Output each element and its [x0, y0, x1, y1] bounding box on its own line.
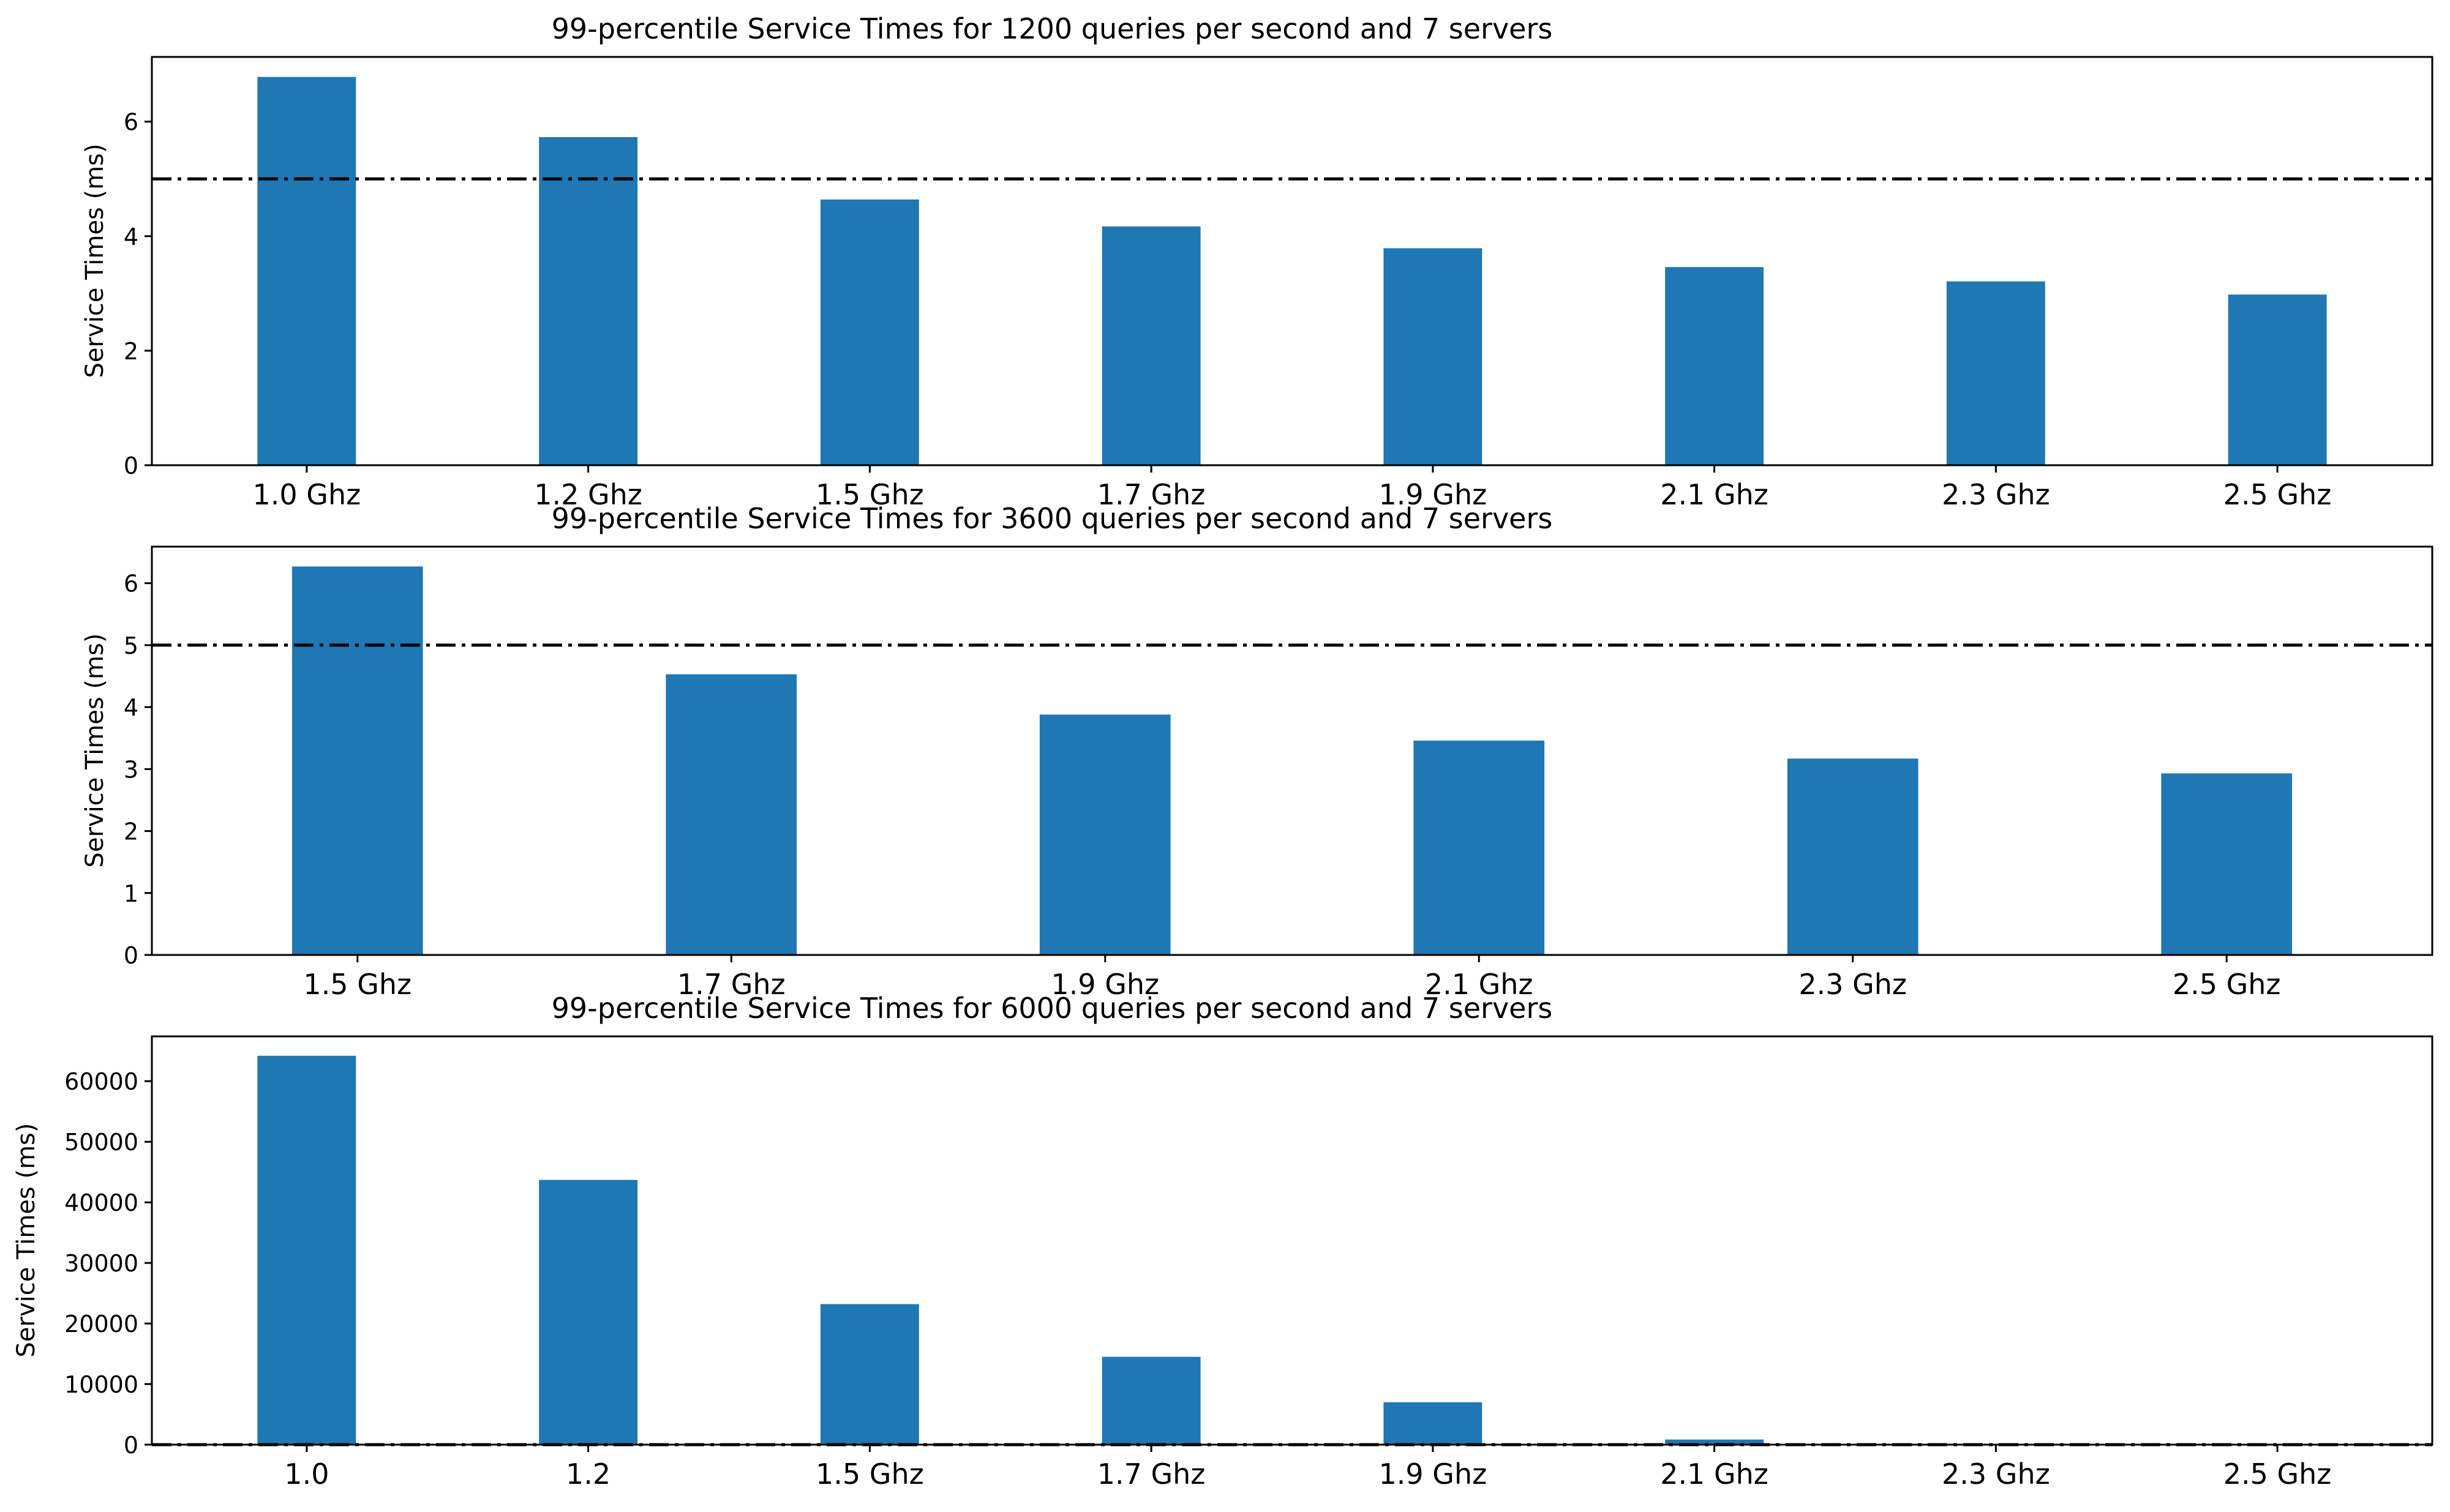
y-tick-label: 0 [124, 1432, 138, 1459]
bar-4 [1413, 741, 1544, 955]
bar-7 [1947, 282, 2045, 465]
y-tick-label: 3 [124, 756, 138, 783]
y-tick-label: 50000 [64, 1129, 138, 1156]
x-tick-label: 2.3 Ghz [1942, 478, 2050, 511]
x-tick-label: 2.3 Ghz [1942, 1458, 2050, 1491]
y-tick-label: 5 [124, 632, 138, 659]
bar-8 [2228, 294, 2327, 465]
subplot-2-ylabel: Service Times (ms) [81, 633, 109, 867]
y-tick-label: 4 [124, 694, 138, 721]
x-tick-label: 1.7 Ghz [1097, 1458, 1206, 1491]
y-tick-label: 10000 [64, 1371, 138, 1398]
y-tick-label: 2 [124, 338, 138, 365]
y-tick-label: 20000 [64, 1311, 138, 1338]
bar-4 [1102, 226, 1201, 465]
subplot-3-title: 99-percentile Service Times for 6000 que… [552, 992, 1553, 1025]
bar-1 [257, 1056, 356, 1445]
bar-1 [292, 566, 423, 955]
subplot-3-ylabel: Service Times (ms) [12, 1123, 40, 1357]
y-tick-label: 60000 [64, 1068, 138, 1095]
x-tick-label: 1.2 [566, 1458, 611, 1491]
y-tick-label: 40000 [64, 1189, 138, 1216]
subplot-2-title: 99-percentile Service Times for 3600 que… [552, 502, 1553, 535]
bar-3 [821, 1304, 919, 1445]
bar-3 [821, 200, 919, 465]
y-tick-label: 0 [124, 942, 138, 969]
bar-3 [1040, 714, 1171, 955]
x-tick-label: 2.5 Ghz [2173, 968, 2281, 1001]
x-tick-label: 1.5 Ghz [303, 968, 411, 1001]
y-tick-label: 2 [124, 818, 138, 845]
bar-5 [1787, 758, 1918, 955]
y-tick-label: 6 [124, 571, 138, 597]
y-tick-label: 4 [124, 223, 138, 250]
bar-2 [539, 1180, 637, 1445]
x-tick-label: 2.1 Ghz [1660, 1458, 1768, 1491]
x-tick-label: 2.5 Ghz [2223, 1458, 2332, 1491]
bar-1 [257, 77, 356, 465]
x-tick-label: 1.5 Ghz [816, 1458, 924, 1491]
x-tick-label: 1.9 Ghz [1379, 1458, 1487, 1491]
y-tick-label: 1 [124, 880, 138, 907]
x-tick-label: 2.5 Ghz [2223, 478, 2332, 511]
bar-5 [1383, 1402, 1482, 1445]
bar-6 [2161, 773, 2292, 955]
x-tick-label: 2.1 Ghz [1660, 478, 1768, 511]
x-tick-label: 1.0 [284, 1458, 329, 1491]
x-tick-label: 1.0 Ghz [253, 478, 361, 511]
x-tick-label: 2.3 Ghz [1798, 968, 1907, 1001]
bar-2 [539, 137, 637, 465]
bar-5 [1383, 249, 1482, 466]
bar-6 [1665, 267, 1764, 465]
y-tick-label: 6 [124, 109, 138, 136]
y-tick-label: 0 [124, 452, 138, 479]
subplot-1-ylabel: Service Times (ms) [81, 143, 109, 378]
bar-4 [1102, 1357, 1201, 1445]
bar-2 [666, 675, 797, 956]
subplot-1-title: 99-percentile Service Times for 1200 que… [552, 12, 1553, 45]
y-tick-label: 30000 [64, 1250, 138, 1277]
